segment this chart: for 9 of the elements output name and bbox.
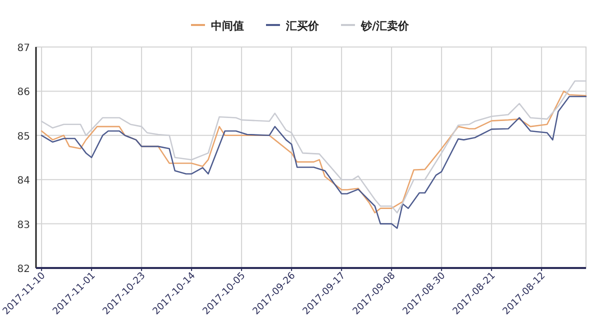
y-tick-label: 82 [17,264,30,275]
y-tick-label: 85 [17,131,30,142]
y-tick-label: 87 [17,43,30,54]
legend-label: 钞/汇卖价 [360,20,410,32]
y-tick-label: 84 [17,176,30,187]
legend-label: 汇买价 [284,20,320,32]
y-tick-label: 86 [17,87,30,98]
y-tick-label: 83 [17,220,30,231]
legend-label: 中间值 [210,20,244,32]
